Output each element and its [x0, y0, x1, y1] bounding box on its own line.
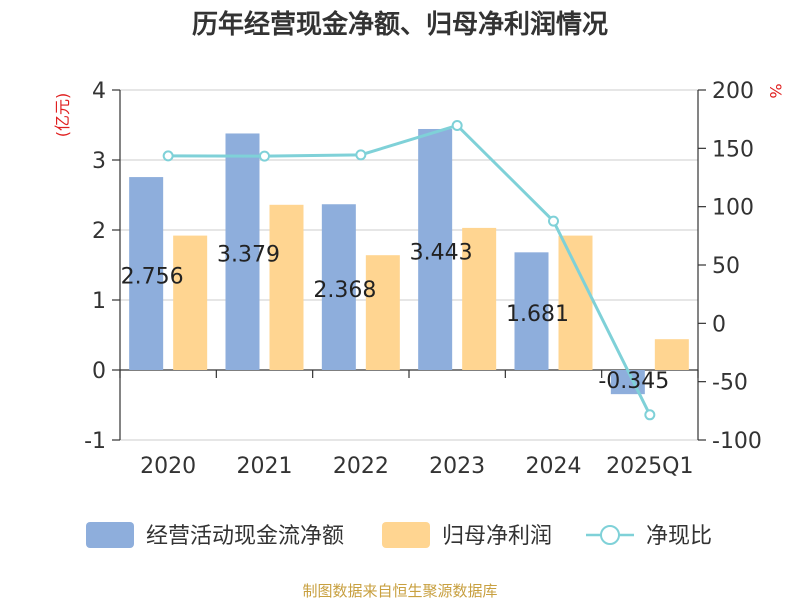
ratio-line-point [548, 215, 559, 227]
bar-cashflow [129, 177, 164, 370]
bar-netprofit [365, 255, 400, 370]
right-axis-tick-label: 0 [712, 312, 726, 337]
data-label: -0.345 [598, 369, 669, 394]
data-label: 1.681 [506, 302, 569, 327]
data-label: 3.443 [410, 240, 473, 265]
bar-netprofit [558, 235, 593, 370]
bars [129, 128, 689, 395]
left-axis-tick-label: 4 [92, 79, 106, 104]
legend-marker[interactable] [600, 525, 620, 545]
x-axis-tick-label: 2022 [333, 454, 389, 479]
legend-swatch[interactable] [382, 522, 430, 548]
left-axis-tick-label: 1 [92, 289, 106, 314]
right-axis-tick-label: -50 [712, 371, 748, 396]
right-axis-tick-label: 50 [712, 254, 740, 279]
ratio-line-point [162, 150, 174, 162]
left-axis-tick-label: -1 [84, 429, 106, 454]
ratio-line-point [644, 409, 656, 421]
bar-netprofit [654, 339, 689, 370]
legend-label[interactable]: 归母净利润 [442, 524, 552, 549]
x-axis-tick-label: 2020 [140, 454, 196, 479]
left-axis-tick-label: 3 [92, 149, 106, 174]
left-axis-tick-label: 2 [92, 219, 106, 244]
source-note: 制图数据来自恒生聚源数据库 [302, 582, 497, 600]
ratio-line-point [451, 119, 463, 131]
data-label: 2.368 [313, 278, 376, 303]
x-axis-tick-label: 2024 [526, 454, 582, 479]
x-axis-tick-label: 2023 [429, 454, 485, 479]
ratio-line-path [168, 123, 652, 416]
left-axis-unit: (亿元) [53, 93, 72, 138]
right-axis-unit: % [766, 83, 785, 98]
bar-netprofit [269, 204, 304, 370]
bar-cashflow [321, 204, 356, 370]
right-axis-tick-label: 150 [712, 137, 754, 162]
data-label: 2.756 [121, 265, 184, 290]
bar-netprofit [173, 235, 208, 370]
data-label: 3.379 [217, 243, 280, 268]
legend-swatch[interactable] [86, 522, 134, 548]
ratio-line [162, 119, 656, 421]
data-labels: 2.756 3.379 2.368 3.443 1.681 -0.345 [121, 240, 670, 394]
bar-netprofit [462, 227, 497, 370]
x-axis-tick-label: 2021 [237, 454, 293, 479]
axes: -1 0 1 2 3 4 -100 -50 0 50 100 150 200 2020 2021 2022 20… [84, 79, 762, 479]
x-axis-tick-label: 2025Q1 [606, 454, 693, 479]
bar-cashflow [514, 252, 549, 370]
right-axis-tick-label: 100 [712, 196, 754, 221]
legend-label[interactable]: 净现比 [646, 524, 712, 549]
left-axis-tick-label: 0 [92, 359, 106, 384]
legend-label[interactable]: 经营活动现金流净额 [146, 524, 344, 549]
right-axis-tick-label: -100 [712, 429, 762, 454]
chart-title: 历年经营现金净额、归母净利润情况 [192, 9, 608, 40]
right-axis-tick-label: 200 [712, 79, 754, 104]
bar-cashflow [225, 133, 260, 370]
ratio-line-point [259, 150, 270, 162]
legend[interactable]: 经营活动现金流净额 归母净利润 净现比 [86, 522, 712, 549]
ratio-line-point [355, 149, 367, 161]
bar-cashflow [418, 128, 453, 370]
